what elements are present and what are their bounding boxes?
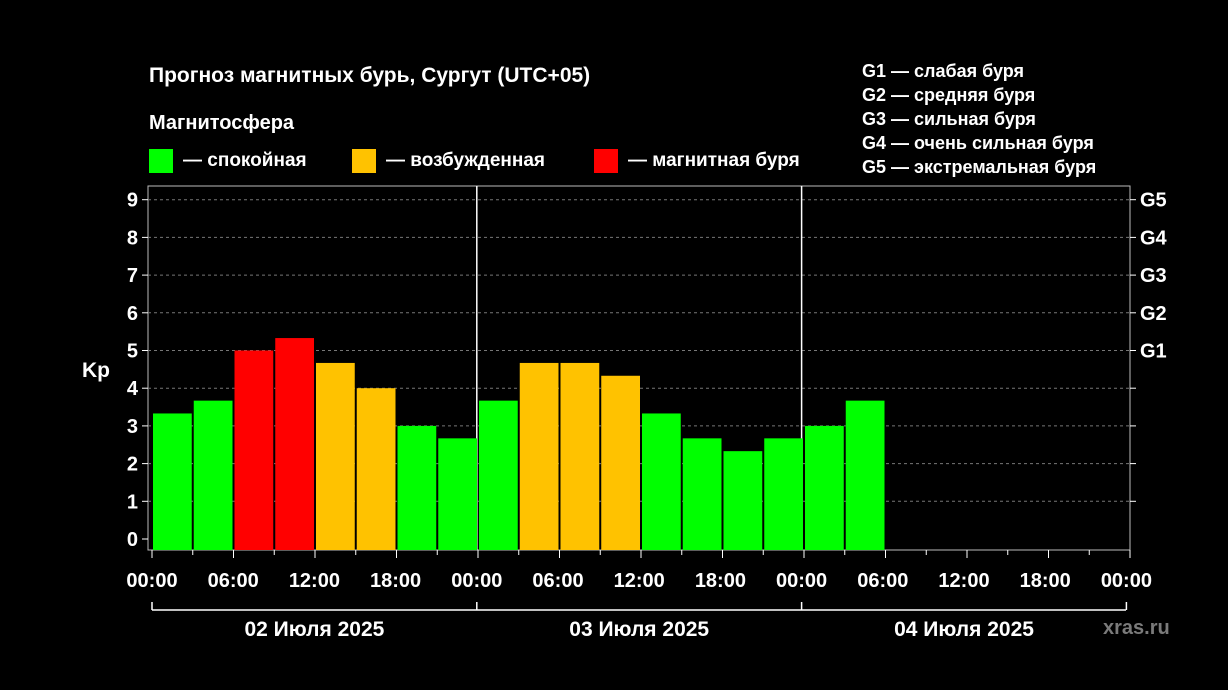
legend-label-storm: — магнитная буря <box>628 150 800 171</box>
kp-bar <box>601 375 640 550</box>
day-label: 02 Июля 2025 <box>244 618 384 641</box>
x-tick-label: 00:00 <box>776 570 827 592</box>
x-tick-label: 00:00 <box>451 570 502 592</box>
kp-bar <box>682 438 722 550</box>
x-tick-label: 18:00 <box>370 570 421 592</box>
legend-item-active: — возбужденная <box>352 148 545 174</box>
x-tick-label: 12:00 <box>938 570 989 592</box>
legend-label-active: — возбужденная <box>386 150 546 171</box>
x-tick-label: 00:00 <box>126 570 177 592</box>
g-tick-label: G5 <box>1140 190 1167 212</box>
kp-bar <box>356 388 396 550</box>
kp-bar <box>764 438 803 550</box>
y-tick-label: 9 <box>127 190 138 212</box>
y-tick-label: 4 <box>127 378 139 400</box>
chart-title: Прогноз магнитных бурь, Сургут (UTC+05) <box>149 64 591 87</box>
x-tick-label: 00:00 <box>1101 570 1152 592</box>
x-tick-label: 12:00 <box>289 570 340 592</box>
legend-title: Магнитосфера <box>149 112 295 134</box>
day-label: 03 Июля 2025 <box>569 618 709 641</box>
g-scale-item: G4 — очень сильная буря <box>862 133 1094 153</box>
g-tick-label: G4 <box>1140 227 1168 249</box>
kp-bar <box>519 362 559 550</box>
x-tick-label: 06:00 <box>208 570 259 592</box>
g-scale-item: G2 — средняя буря <box>862 85 1036 105</box>
g-scale-item: G1 — слабая буря <box>862 61 1025 81</box>
y-tick-label: 5 <box>127 341 138 363</box>
legend-label-quiet: — спокойная <box>183 150 307 171</box>
day-label: 04 Июля 2025 <box>894 618 1034 641</box>
x-tick-label: 18:00 <box>695 570 746 592</box>
y-tick-label: 7 <box>127 265 138 287</box>
kp-bar <box>560 362 600 550</box>
kp-bar <box>845 400 885 550</box>
y-tick-label: 3 <box>127 416 138 438</box>
g-scale-item: G3 — сильная буря <box>862 109 1036 129</box>
kp-bar <box>805 425 844 550</box>
x-tick-label: 12:00 <box>614 570 665 592</box>
y-tick-label: 8 <box>127 227 138 249</box>
y-tick-label: 2 <box>127 454 138 476</box>
y-tick-label: 1 <box>127 491 138 513</box>
x-tick-label: 18:00 <box>1020 570 1071 592</box>
legend-item-quiet: — спокойная <box>149 148 307 174</box>
site-watermark: xras.ru <box>1103 617 1170 639</box>
kp-bar <box>642 413 681 550</box>
x-tick-label: 06:00 <box>857 570 908 592</box>
y-tick-label: 0 <box>127 529 138 551</box>
legend-item-storm: — магнитная буря <box>594 148 800 174</box>
kp-bar <box>397 425 437 550</box>
kp-bar <box>316 362 355 550</box>
kp-bar <box>479 400 518 550</box>
kp-bar <box>234 350 274 550</box>
kp-bar <box>193 400 233 550</box>
legend-swatch-active <box>352 149 376 173</box>
kp-bar <box>723 451 763 550</box>
y-tick-label: 6 <box>127 303 138 325</box>
g-scale-legend: G1 — слабая буря G2 — средняя буря G3 — … <box>862 59 1096 179</box>
g-scale-item: G5 — экстремальная буря <box>862 157 1097 177</box>
legend-swatch-quiet <box>149 149 173 173</box>
g-tick-label: G3 <box>1140 265 1167 287</box>
kp-bar <box>153 413 192 550</box>
kp-bar <box>438 438 477 550</box>
legend-swatch-storm <box>594 149 618 173</box>
x-tick-label: 06:00 <box>532 570 583 592</box>
g-tick-label: G1 <box>1140 341 1167 363</box>
kp-bar <box>275 338 314 550</box>
y-axis-label: Kp <box>82 359 110 382</box>
g-tick-label: G2 <box>1140 303 1167 325</box>
